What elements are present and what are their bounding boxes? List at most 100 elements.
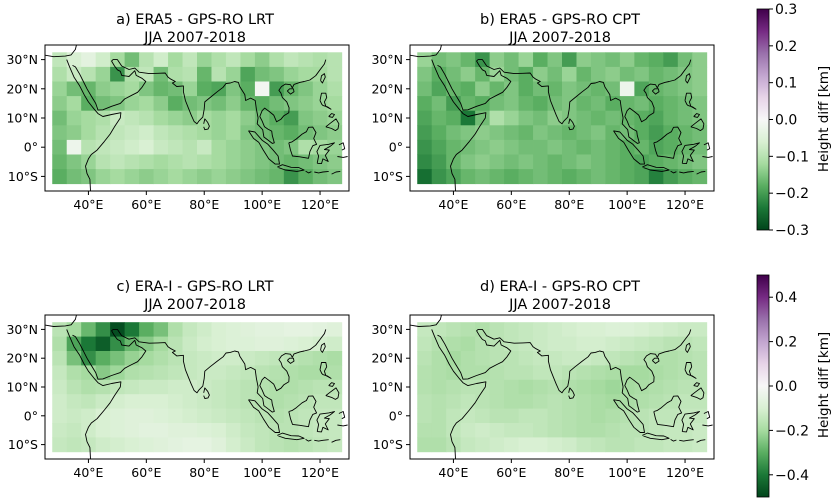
heatmap-cell <box>66 394 82 409</box>
heatmap-cell <box>110 96 126 112</box>
heatmap-cell <box>153 351 169 366</box>
heatmap-cell <box>634 423 650 438</box>
heatmap-cells <box>52 322 343 453</box>
heatmap-cell <box>197 322 212 337</box>
heatmap-cell <box>677 351 693 366</box>
coastline <box>288 395 318 428</box>
coastline <box>690 118 705 132</box>
coastline <box>410 315 442 327</box>
heatmap-cell <box>446 423 462 438</box>
heatmap-cell <box>182 379 198 395</box>
heatmap-cell <box>66 96 82 112</box>
heatmap-cell <box>327 336 343 352</box>
heatmap-cell <box>225 96 241 112</box>
coastline <box>45 45 77 58</box>
heatmap-cell <box>139 96 154 112</box>
heatmap-cell <box>431 52 447 68</box>
heatmap-cell <box>81 125 97 141</box>
heatmap-cell <box>590 322 606 337</box>
heatmap-cell <box>417 66 433 82</box>
coastline <box>72 329 147 380</box>
heatmap-cell <box>52 365 68 381</box>
heatmap-cell <box>504 379 519 395</box>
heatmap-cell <box>417 351 433 366</box>
heatmap-cell <box>417 408 433 424</box>
heatmap-cell <box>576 169 592 185</box>
heatmap-cell <box>95 437 111 453</box>
plot-layer: 40°E 60°E 80°E 100°E 120°E 30°N 20°N 10°N 0° 10°S… <box>6 2 809 498</box>
heatmap-cell <box>504 322 519 337</box>
heatmap-cell <box>605 81 621 97</box>
coastline <box>437 329 512 380</box>
heatmap-cell <box>634 52 650 68</box>
heatmap-cell <box>139 169 154 185</box>
heatmap-cell <box>475 408 491 424</box>
heatmap-cell <box>124 322 140 337</box>
heatmap-cell <box>489 351 505 366</box>
heatmap-cell <box>240 336 256 352</box>
heatmap-cell <box>576 379 592 395</box>
coastline <box>613 399 645 433</box>
heatmap-cell <box>66 154 82 170</box>
y-tick-label: 20°N <box>6 351 38 366</box>
heatmap-cell <box>312 322 328 337</box>
coastline <box>696 170 706 175</box>
heatmap-cell <box>677 379 693 395</box>
heatmap-cell <box>634 139 650 155</box>
heatmap-cell <box>81 52 97 68</box>
heatmap-cell <box>240 66 256 82</box>
heatmap-cell <box>533 379 548 395</box>
heatmap-cell <box>182 96 198 112</box>
heatmap-cell <box>648 96 664 112</box>
heatmap-cell <box>417 154 433 170</box>
heatmap-cell <box>298 125 314 141</box>
heatmap-cell <box>605 394 621 409</box>
heatmap-cell <box>446 379 462 395</box>
heatmap-cell <box>590 394 606 409</box>
y-tick-label: 30°N <box>371 52 403 67</box>
heatmap-cell <box>619 139 635 155</box>
heatmap-cell <box>590 139 606 155</box>
heatmap-cell <box>547 52 563 68</box>
heatmap-cell <box>417 52 433 68</box>
coastline <box>288 126 318 159</box>
coastline <box>685 73 691 84</box>
heatmap-cell <box>225 110 241 126</box>
heatmap-cell <box>240 423 256 438</box>
coastline <box>702 156 713 158</box>
heatmap-cell <box>446 52 462 68</box>
heatmap-cell <box>153 125 169 141</box>
heatmap-cell <box>489 322 505 337</box>
heatmap-cell <box>431 81 447 97</box>
heatmap-cell <box>417 365 433 381</box>
heatmap-cell <box>431 110 447 126</box>
x-tick-label: 80°E <box>189 197 219 212</box>
heatmap-cell <box>211 52 227 68</box>
heatmap-cell <box>124 169 140 185</box>
heatmap-cell <box>240 96 256 112</box>
heatmap-cell <box>489 423 505 438</box>
heatmap-cell <box>225 125 241 141</box>
heatmap-cell <box>431 322 447 337</box>
heatmap-cell <box>431 365 447 381</box>
coastline <box>113 59 327 144</box>
heatmap-cell <box>168 52 183 68</box>
heatmap-cell <box>312 52 328 68</box>
heatmap-cell <box>182 81 198 97</box>
heatmap-cell <box>124 110 140 126</box>
heatmap-cell <box>663 154 679 170</box>
heatmap-cell <box>225 336 241 352</box>
x-tick-label: 80°E <box>554 197 584 212</box>
heatmap-cell <box>533 365 548 381</box>
heatmap-cell <box>475 336 491 352</box>
heatmap-cell <box>547 423 563 438</box>
heatmap-cell <box>240 169 256 185</box>
heatmap-cell <box>240 110 256 126</box>
heatmap-cell <box>677 52 693 68</box>
heatmap-cell <box>95 322 111 337</box>
y-tick-label: 10°N <box>6 380 38 395</box>
heatmap-cell <box>431 394 447 409</box>
heatmap-cell <box>168 351 183 366</box>
heatmap-cell <box>269 52 285 68</box>
